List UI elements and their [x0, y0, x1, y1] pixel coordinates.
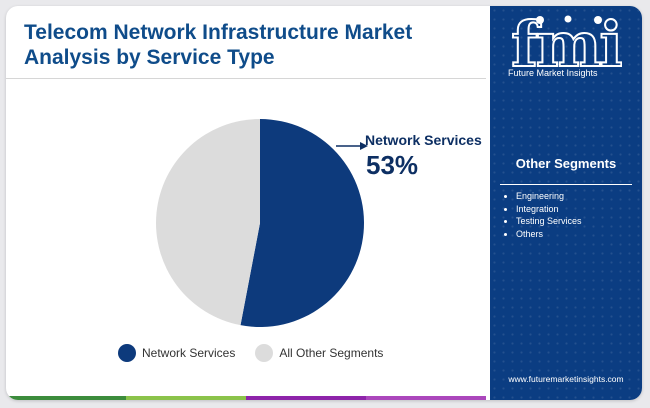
fmi-logo: fmi	[510, 10, 622, 82]
pie-slice-all-other-segments	[156, 119, 260, 326]
pie-chart	[156, 119, 368, 327]
list-item: Testing Services	[516, 215, 582, 228]
title-divider	[6, 78, 486, 79]
list-item: Others	[516, 228, 582, 241]
accent-bar-segment	[366, 396, 486, 400]
list-item: Integration	[516, 203, 582, 216]
chart-title: Telecom Network Infrastructure Market An…	[24, 21, 413, 69]
panel-dot-pattern	[490, 6, 642, 400]
legend-item-network-services: Network Services	[118, 344, 235, 362]
accent-bar-segment	[126, 396, 246, 400]
legend-swatch	[255, 344, 274, 362]
website-link[interactable]: www.futuremarketinsights.com	[508, 374, 624, 384]
side-panel: fmi Future Market Insights Other Segment…	[490, 6, 642, 400]
logo-tagline: Future Market Insights	[508, 68, 598, 78]
svg-text:fmi: fmi	[511, 10, 622, 81]
callout-label: Network Services	[365, 132, 482, 148]
legend-swatch	[118, 344, 136, 362]
chart-card: Telecom Network Infrastructure Market An…	[6, 6, 642, 400]
legend-label: All Other Segments	[279, 346, 384, 360]
accent-bar-segment	[246, 396, 366, 400]
chart-area	[6, 86, 486, 386]
other-segments-list: Engineering Integration Testing Services…	[498, 190, 582, 240]
legend-label: Network Services	[142, 346, 236, 360]
accent-bar	[6, 396, 486, 400]
pie-slice-network-services	[240, 119, 365, 327]
callout-arrow	[336, 142, 368, 150]
list-item: Engineering	[516, 190, 582, 203]
panel-divider	[500, 184, 632, 185]
chart-legend: Network Services All Other Segments	[118, 344, 383, 362]
legend-item-all-other-segments: All Other Segments	[255, 344, 383, 362]
accent-bar-segment	[6, 396, 126, 400]
other-segments-heading: Other Segments	[515, 156, 617, 171]
callout-value: 53%	[366, 150, 419, 180]
